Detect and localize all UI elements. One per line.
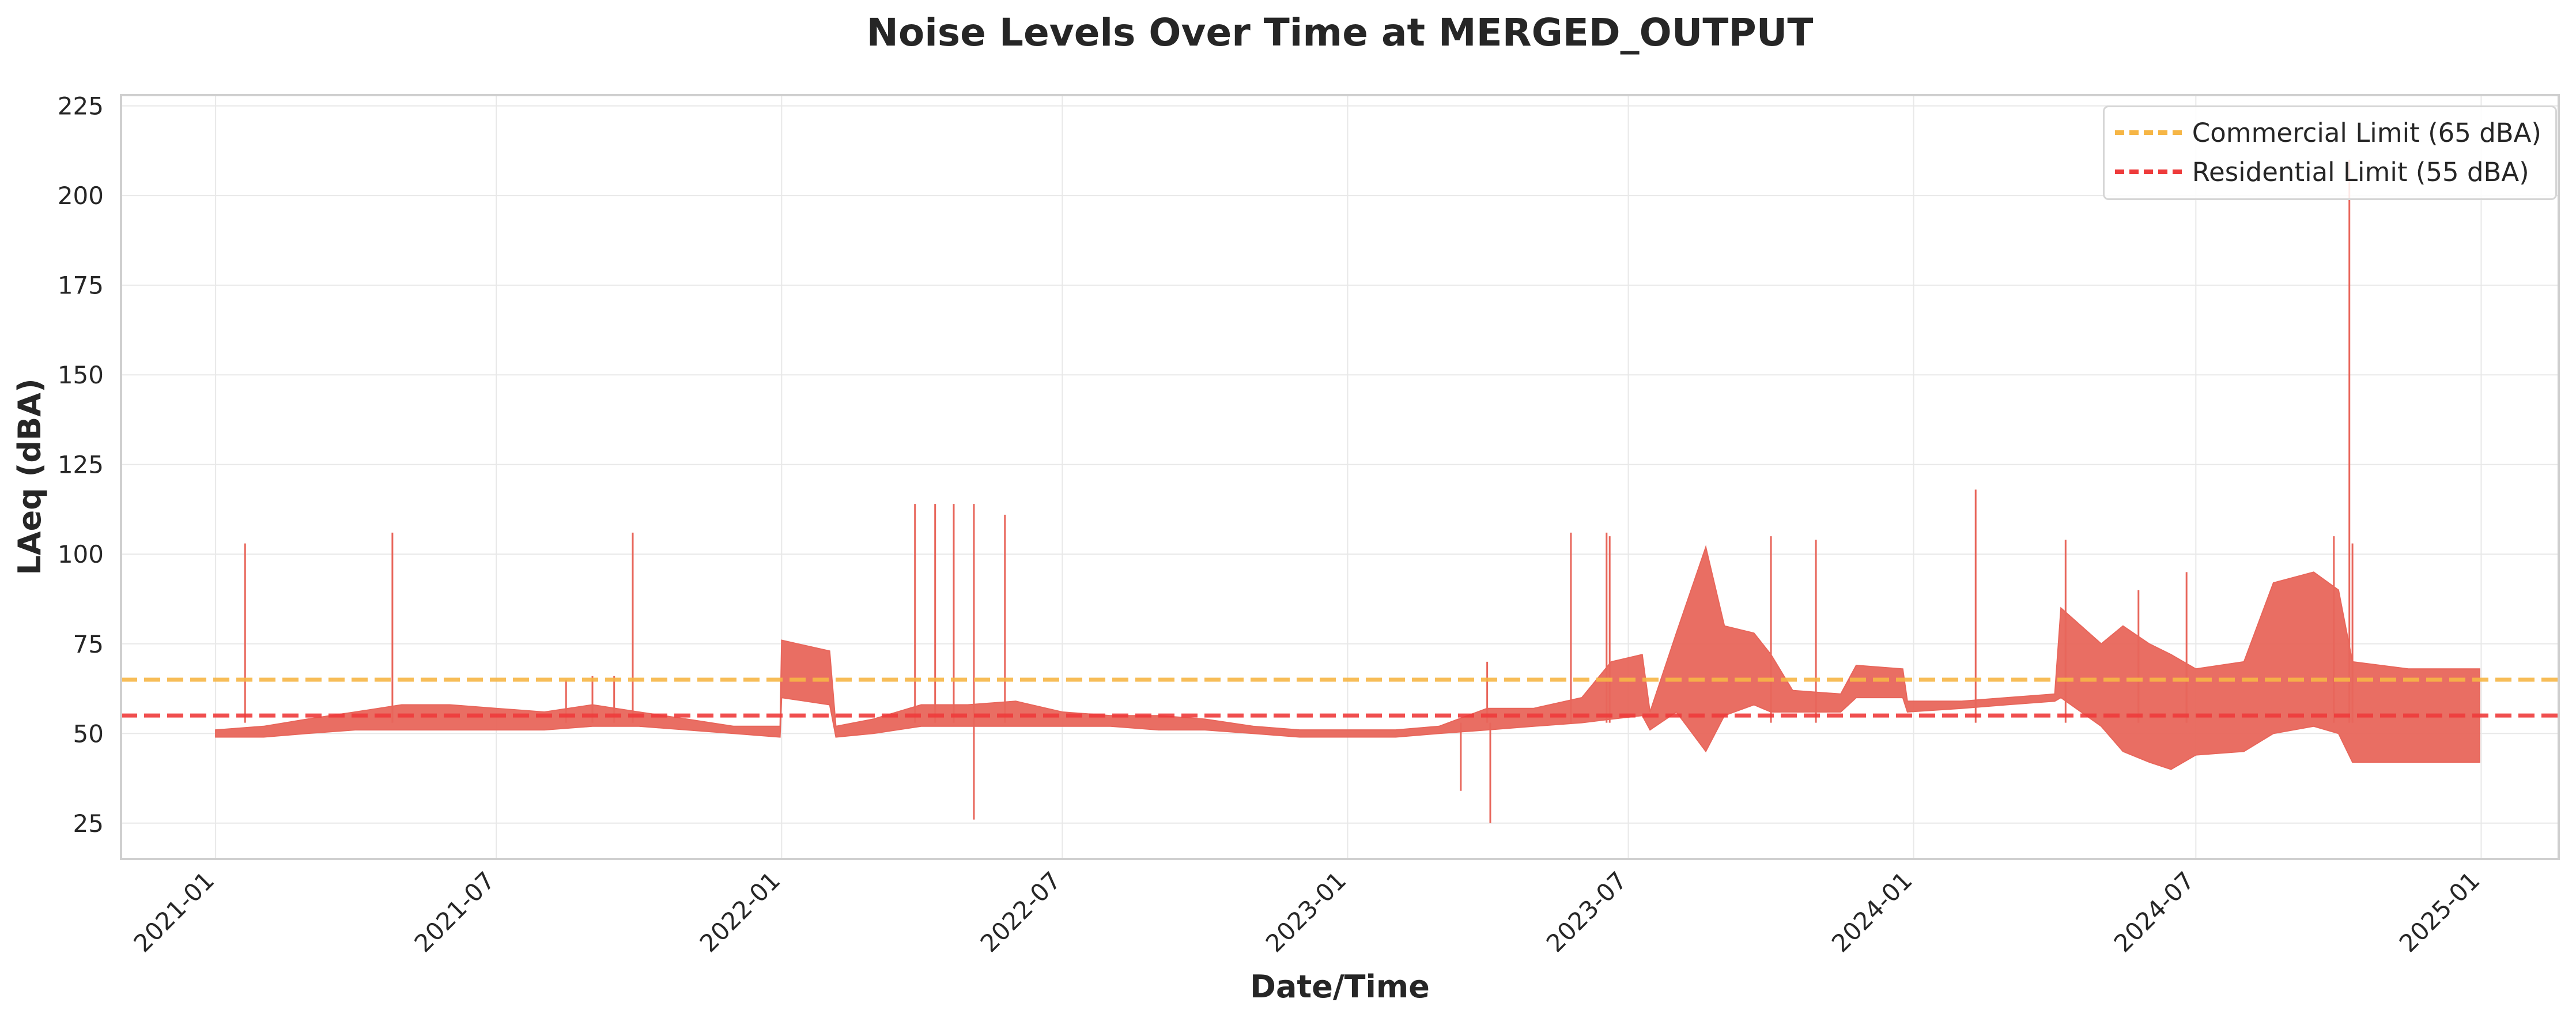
legend-item-residential: Residential Limit (55 dBA) — [2114, 152, 2541, 191]
y-tick-label: 25 — [73, 809, 104, 838]
legend-swatch-commercial — [2114, 130, 2182, 135]
x-tick-label: 2022-07 — [975, 866, 1067, 958]
tick-labels: 2021-01 2021-07 2022-01 2022-07 2023-01 2023-… — [58, 92, 2486, 958]
x-tick-label: 2022-01 — [694, 866, 786, 958]
legend-label-commercial: Commercial Limit (65 dBA) — [2192, 117, 2541, 148]
plot-frame — [120, 94, 2560, 860]
x-tick-label: 2023-07 — [1541, 866, 1633, 958]
y-axis-label: LAeq (dBA) — [12, 378, 48, 575]
x-tick-label: 2021-01 — [128, 866, 220, 958]
x-tick-label: 2023-01 — [1260, 866, 1352, 958]
y-tick-label: 150 — [58, 361, 104, 389]
y-tick-label: 175 — [58, 272, 104, 300]
noise-band-series — [215, 545, 2480, 770]
y-tick-label: 75 — [73, 630, 104, 658]
legend-swatch-residential — [2114, 169, 2182, 174]
legend-label-residential: Residential Limit (55 dBA) — [2192, 156, 2529, 187]
x-tick-label: 2025-01 — [2394, 866, 2486, 958]
legend: Commercial Limit (65 dBA) Residential Li… — [2102, 106, 2557, 200]
y-tick-label: 225 — [58, 92, 104, 120]
x-axis-label: Date/Time — [1250, 969, 1430, 1005]
chart-title: Noise Levels Over Time at MERGED_OUTPUT — [866, 10, 1814, 55]
data-series — [215, 159, 2480, 823]
reference-lines — [121, 677, 2559, 718]
x-tick-label: 2024-01 — [1826, 866, 1918, 958]
y-tick-label: 100 — [58, 540, 104, 568]
y-tick-label: 200 — [58, 182, 104, 210]
x-tick-label: 2024-07 — [2109, 866, 2200, 958]
y-tick-label: 125 — [58, 451, 104, 479]
y-tick-label: 50 — [73, 719, 104, 748]
legend-item-commercial: Commercial Limit (65 dBA) — [2114, 113, 2541, 152]
x-tick-label: 2021-07 — [409, 866, 501, 958]
